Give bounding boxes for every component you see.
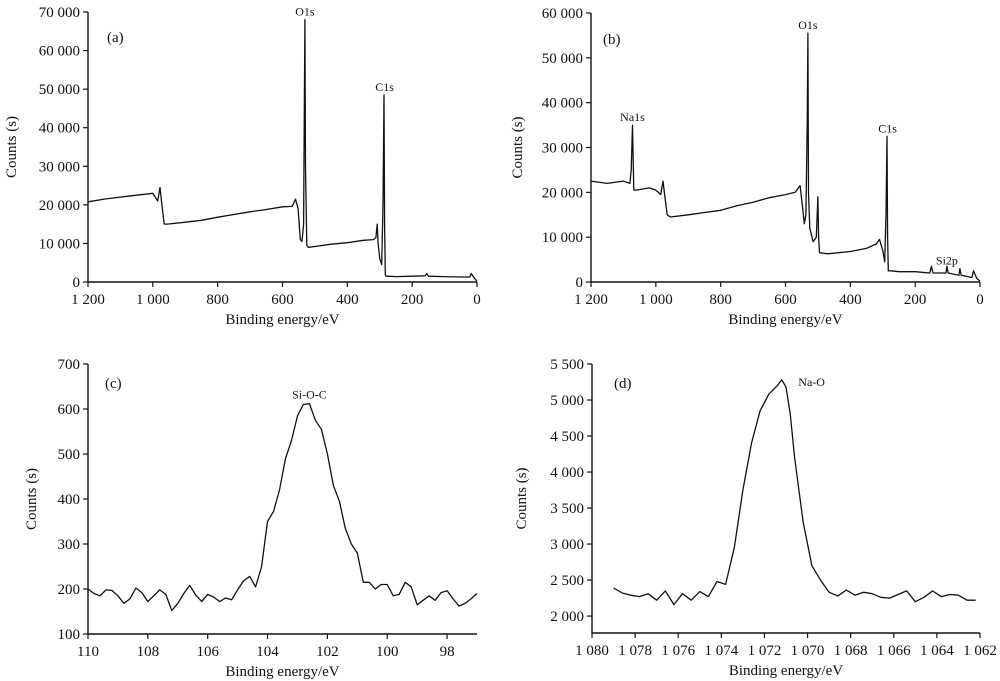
peak-annotation: C1s xyxy=(878,121,897,135)
x-tick-label: 800 xyxy=(206,292,229,308)
peak-annotation: O1s xyxy=(798,18,818,32)
series-line-survey-a xyxy=(87,19,478,282)
y-tick-label: 20 000 xyxy=(39,198,80,214)
x-tick-label: 600 xyxy=(271,292,294,308)
x-tick-label: 200 xyxy=(401,292,424,308)
panel-label: (c) xyxy=(105,376,122,392)
x-tick-label: 200 xyxy=(904,292,927,308)
y-tick-label: 30 000 xyxy=(39,159,80,175)
x-tick-label: 1 062 xyxy=(963,643,997,659)
x-axis-label: Binding energy/eV xyxy=(225,664,339,680)
x-axis-label: Binding energy/eV xyxy=(225,312,339,328)
x-tick-label: 1 072 xyxy=(748,643,782,659)
peak-annotation: O1s xyxy=(295,5,315,19)
x-tick-label: 1 068 xyxy=(834,643,868,659)
x-axis-label: Binding energy/eV xyxy=(729,663,843,679)
y-axis-label: Counts (s) xyxy=(510,116,526,178)
y-axis-label: Counts (s) xyxy=(4,116,20,178)
y-tick-label: 100 xyxy=(58,627,81,643)
x-tick-label: 1 000 xyxy=(136,292,170,308)
x-tick-label: 110 xyxy=(77,644,99,660)
x-tick-label: 102 xyxy=(316,644,339,660)
x-tick-label: 104 xyxy=(256,644,279,660)
x-tick-label: 1 080 xyxy=(575,643,609,659)
y-tick-label: 700 xyxy=(58,357,81,373)
series-line-Na1s-highres xyxy=(613,379,976,606)
x-tick-label: 1 078 xyxy=(618,643,652,659)
x-tick-label: 106 xyxy=(196,644,219,660)
x-tick-label: 1 070 xyxy=(791,643,825,659)
peak-annotation: Na-O xyxy=(798,375,825,389)
y-axis-label: Counts (s) xyxy=(514,467,530,529)
x-tick-label: 108 xyxy=(137,644,160,660)
y-tick-label: 0 xyxy=(576,275,584,291)
x-tick-label: 1 074 xyxy=(704,643,738,659)
y-tick-label: 50 000 xyxy=(39,82,80,98)
x-tick-label: 1 200 xyxy=(71,292,105,308)
peak-annotation: Si-O-C xyxy=(292,387,327,401)
y-tick-label: 0 xyxy=(73,275,81,291)
peak-annotation: C1s xyxy=(375,80,394,94)
peak-annotation: Na1s xyxy=(620,110,645,124)
panel-label: (a) xyxy=(107,30,124,46)
x-tick-label: 1 066 xyxy=(877,643,911,659)
x-tick-label: 0 xyxy=(473,292,481,308)
y-tick-label: 60 000 xyxy=(542,6,583,22)
panel-c: 110 108 106 104 102 100 98 100 200 300 400 500 600 70… xyxy=(24,357,478,680)
y-tick-label: 10 000 xyxy=(542,230,583,246)
y-tick-label: 4 000 xyxy=(550,465,584,481)
y-tick-label: 10 000 xyxy=(39,236,80,252)
y-tick-label: 4 500 xyxy=(550,429,584,445)
y-tick-label: 5 500 xyxy=(550,357,584,373)
y-axis-label: Counts (s) xyxy=(24,468,40,530)
x-tick-label: 1 000 xyxy=(639,292,673,308)
y-tick-label: 50 000 xyxy=(542,51,583,67)
y-tick-label: 200 xyxy=(58,582,81,598)
x-tick-label: 98 xyxy=(440,644,455,660)
x-tick-label: 0 xyxy=(976,292,984,308)
x-tick-label: 1 076 xyxy=(661,643,695,659)
y-tick-label: 40 000 xyxy=(39,121,80,137)
y-tick-label: 40 000 xyxy=(542,96,583,112)
panel-label: (d) xyxy=(614,376,632,392)
x-tick-label: 100 xyxy=(376,644,399,660)
y-tick-label: 2 500 xyxy=(550,573,584,589)
panel-a: 1 200 1 000 800 600 400 200 0 0 10 000 20 000 30 0… xyxy=(4,5,481,328)
x-axis-label: Binding energy/eV xyxy=(728,312,842,328)
panel-b: 1 200 1 000 800 600 400 200 0 0 10 000 20 000 30 0… xyxy=(510,6,984,328)
y-tick-label: 5 000 xyxy=(550,393,584,409)
y-tick-label: 600 xyxy=(58,402,81,418)
y-tick-label: 400 xyxy=(58,492,81,508)
x-tick-label: 400 xyxy=(839,292,862,308)
y-tick-label: 70 000 xyxy=(39,5,80,21)
panel-label: (b) xyxy=(603,32,621,48)
series-line-Si2p-highres xyxy=(87,402,478,612)
x-tick-label: 1 064 xyxy=(920,643,954,659)
y-tick-label: 30 000 xyxy=(542,141,583,157)
x-tick-label: 600 xyxy=(774,292,797,308)
x-tick-label: 1 200 xyxy=(574,292,608,308)
series-line-survey-b xyxy=(590,32,981,282)
x-tick-label: 800 xyxy=(709,292,732,308)
x-tick-label: 400 xyxy=(336,292,359,308)
y-tick-label: 300 xyxy=(58,537,81,553)
y-tick-label: 2 000 xyxy=(550,609,584,625)
peak-annotation: Si2p xyxy=(936,253,958,267)
panel-d: 1 080 1 078 1 076 1 074 1 072 1 070 1 068 1 066… xyxy=(514,357,997,679)
y-tick-label: 20 000 xyxy=(542,185,583,201)
y-tick-label: 60 000 xyxy=(39,44,80,60)
y-tick-label: 500 xyxy=(58,447,81,463)
y-tick-label: 3 000 xyxy=(550,537,584,553)
y-tick-label: 3 500 xyxy=(550,501,584,517)
